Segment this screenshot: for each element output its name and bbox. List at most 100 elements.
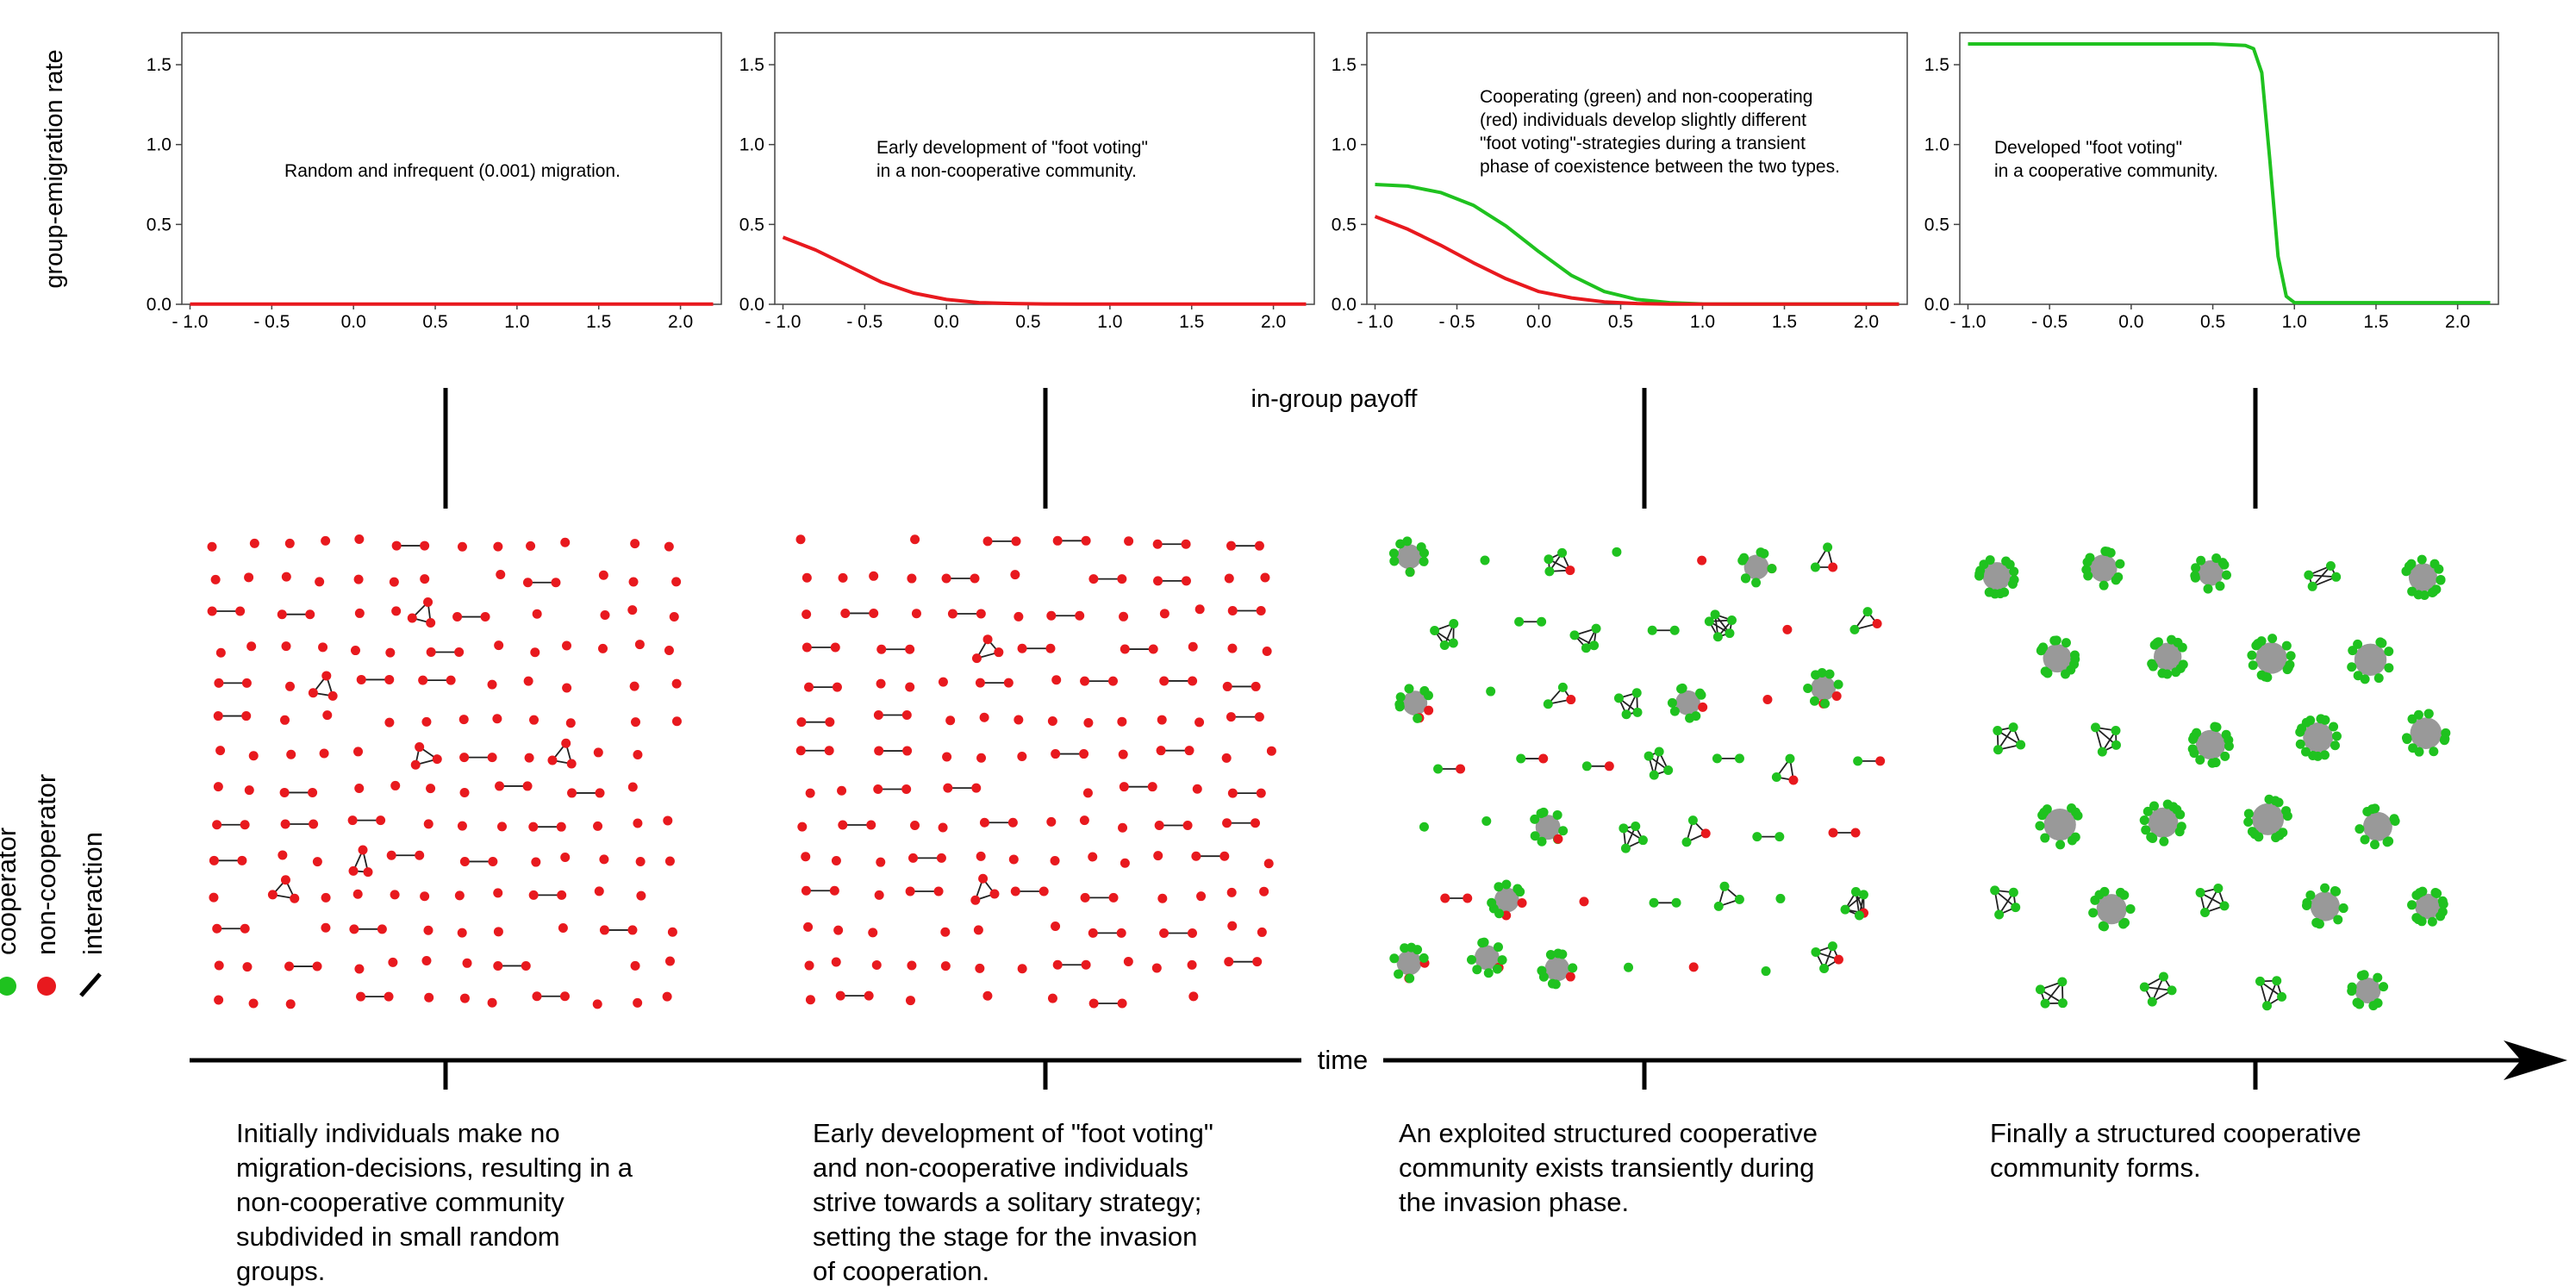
individual <box>2436 575 2446 584</box>
individual <box>1456 764 1465 773</box>
x-tick-label: - 1.0 <box>1357 312 1393 332</box>
individual <box>1193 784 1202 794</box>
individual <box>869 572 878 581</box>
individual <box>1079 749 1088 759</box>
individual <box>1080 815 1089 825</box>
individual <box>942 753 951 762</box>
individual <box>1080 677 1089 686</box>
individual <box>242 678 252 688</box>
individual <box>598 644 608 653</box>
individual <box>495 781 504 790</box>
individual <box>876 679 886 689</box>
individual <box>458 928 467 938</box>
individual <box>1670 626 1680 635</box>
x-tick-label: 0.0 <box>2118 312 2143 332</box>
individual <box>427 647 436 657</box>
individual <box>2329 722 2338 732</box>
individual <box>2167 985 2177 995</box>
individual <box>2207 759 2217 768</box>
individual <box>1188 960 1197 970</box>
individual <box>1834 955 1843 965</box>
individual <box>1148 782 1157 791</box>
individual <box>832 856 841 865</box>
individual <box>876 858 885 867</box>
individual <box>905 683 914 692</box>
individual <box>2061 669 2070 678</box>
individual <box>452 612 462 622</box>
individual <box>209 893 218 903</box>
individual <box>459 753 469 762</box>
individual <box>1449 619 1458 628</box>
y-tick-label: 0.5 <box>739 215 764 234</box>
individual <box>1825 669 1835 678</box>
individual <box>970 573 979 583</box>
caption: migration-decisions, resulting in a <box>236 1153 633 1183</box>
individual <box>524 677 533 686</box>
legend-line <box>81 974 100 996</box>
individual <box>2106 548 2116 558</box>
individual <box>1419 557 1429 566</box>
individual <box>1082 536 1091 546</box>
individual <box>2247 651 2256 660</box>
individual <box>940 928 950 937</box>
individual <box>2286 651 2296 660</box>
individual <box>1735 895 1744 904</box>
individual <box>594 747 603 757</box>
individual <box>840 609 850 618</box>
individual <box>242 962 252 971</box>
individual <box>1155 821 1164 830</box>
individual <box>278 609 287 619</box>
individual <box>1863 607 1873 616</box>
individual <box>1737 556 1747 565</box>
individual <box>633 750 642 759</box>
individual <box>1188 642 1198 652</box>
individual <box>2257 636 2267 646</box>
individual <box>2074 811 2083 821</box>
individual <box>976 609 986 618</box>
y-tick-label: 1.5 <box>1924 55 1949 75</box>
individual <box>630 682 639 691</box>
x-tick-label: 0.0 <box>1526 312 1551 332</box>
individual <box>1182 540 1191 549</box>
individual <box>2009 888 2018 897</box>
x-tick-label: 0.0 <box>341 312 366 332</box>
individual <box>1986 555 1995 565</box>
individual <box>2404 561 2414 571</box>
individual <box>1775 894 1785 903</box>
individual <box>1855 910 1864 920</box>
individual <box>408 614 417 623</box>
individual <box>1828 563 1837 572</box>
individual <box>1260 572 1269 582</box>
individual <box>458 542 467 552</box>
individual <box>1424 690 1433 700</box>
individual <box>237 856 246 865</box>
individual <box>2331 572 2341 582</box>
individual <box>209 856 219 865</box>
individual <box>2407 715 2417 724</box>
individual <box>910 534 920 544</box>
individual <box>1404 684 1413 693</box>
individual <box>1004 678 1014 688</box>
individual <box>2157 669 2167 678</box>
individual <box>1767 564 1776 573</box>
individual <box>1655 747 1664 757</box>
individual <box>1117 928 1126 938</box>
individual <box>839 573 848 583</box>
individual <box>2262 1001 2272 1010</box>
individual <box>246 641 256 651</box>
individual <box>1851 828 1861 837</box>
individual <box>1537 617 1546 627</box>
individual <box>1697 690 1706 700</box>
individual <box>1566 972 1575 982</box>
individual <box>1481 816 1491 826</box>
individual <box>1480 938 1489 947</box>
individual <box>2152 638 2161 647</box>
individual <box>2271 833 2280 842</box>
individual <box>1472 965 1481 974</box>
individual <box>2058 998 2068 1008</box>
y-tick-label: 0.5 <box>1332 215 1357 234</box>
individual <box>385 648 395 658</box>
individual <box>281 819 290 828</box>
annotation: (red) individuals develop slightly diffe… <box>1480 110 1806 130</box>
individual <box>420 541 429 551</box>
